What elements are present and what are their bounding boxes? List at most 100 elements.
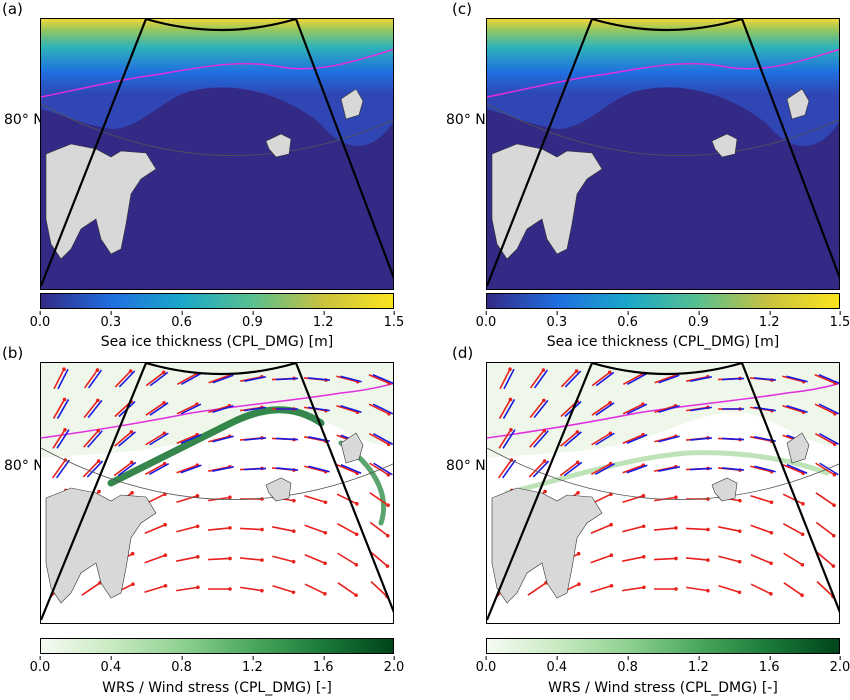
- wind-arrow-head: [291, 529, 296, 533]
- lat-label-c: 80° N: [446, 112, 486, 128]
- wind-arrow-head: [542, 398, 546, 403]
- wind-arrow-head: [129, 460, 134, 465]
- wind-arrow-head: [674, 526, 678, 530]
- wind-arrow-obs: [503, 368, 515, 390]
- panel-label-b: (b): [2, 344, 24, 362]
- wind-arrow-head: [385, 533, 390, 538]
- wind-arrow-head: [354, 532, 359, 537]
- wind-arrow-obs: [533, 369, 549, 389]
- wind-arrow: [560, 431, 578, 447]
- wind-arrow-obs: [118, 431, 136, 447]
- wind-arrow-obs: [595, 402, 615, 416]
- wind-arrow: [144, 554, 166, 564]
- wind-arrow-head: [541, 368, 546, 372]
- wind-arrow-head: [769, 500, 774, 505]
- wind-arrow-head: [706, 588, 710, 593]
- wind-arrow-obs: [149, 402, 169, 416]
- colorbar-tick-label: 1.5: [383, 311, 405, 330]
- franz-josef-land: [265, 133, 292, 158]
- wind-arrow: [686, 586, 708, 592]
- wind-arrow-head: [323, 591, 327, 596]
- wind-arrow-obs: [818, 433, 839, 445]
- colorbar-tick-label: 1.2: [242, 656, 263, 675]
- map-svg: [41, 19, 393, 289]
- wind-arrow-head: [323, 530, 328, 535]
- svalbard-landmass: [45, 143, 157, 260]
- wind-arrow-head: [95, 368, 100, 372]
- wind-arrow-head: [260, 558, 264, 562]
- wind-arrow-head: [354, 562, 359, 567]
- wind-arrow-obs: [819, 462, 839, 476]
- wind-arrow: [718, 555, 740, 563]
- wind-arrow: [528, 460, 546, 478]
- wind-arrow-head: [832, 472, 837, 477]
- ice-edge-contour: [487, 48, 839, 98]
- wind-arrow-head: [509, 427, 513, 432]
- wind-arrow-head: [641, 493, 646, 498]
- wind-arrow-obs: [563, 461, 583, 477]
- wind-arrow-obs: [533, 430, 549, 448]
- wind-arrow-head: [163, 583, 168, 588]
- map-panel-c: [486, 18, 840, 290]
- wind-arrow: [304, 553, 326, 565]
- wind-arrow-head: [195, 524, 200, 529]
- colorbar-label-ice-c: Sea ice thickness (CPL_DMG) [m]: [546, 334, 780, 350]
- colorbar-ticks-wrs-b: 0.0 0.4 0.8 1.2 1.6 2.0: [30, 656, 404, 680]
- wind-arrow: [815, 492, 835, 506]
- svalbard-landmass: [491, 487, 603, 604]
- colorbar-tick-label: 0.9: [688, 311, 709, 330]
- wind-arrow-head: [542, 459, 547, 463]
- wind-arrow: [83, 369, 99, 389]
- domain-boundary: [487, 19, 839, 287]
- wind-arrow: [368, 433, 390, 445]
- wind-arrow-head: [97, 489, 101, 494]
- wind-arrow-head: [131, 582, 135, 587]
- wind-arrow-obs: [244, 376, 266, 382]
- wind-arrow-obs: [595, 371, 615, 387]
- wind-arrow-head: [674, 556, 678, 561]
- wind-arrow-obs: [564, 370, 582, 388]
- colorbar-tick-label: 0.3: [100, 311, 122, 330]
- wind-arrow-obs: [55, 459, 71, 479]
- wind-arrow-obs: [658, 404, 680, 414]
- wind-arrow: [750, 553, 772, 565]
- wind-arrow-head: [508, 367, 512, 371]
- wind-arrow-head: [385, 564, 390, 568]
- wind-arrow-obs: [212, 466, 234, 472]
- wind-arrow: [527, 582, 547, 596]
- wind-arrow-head: [641, 524, 646, 529]
- wind-arrow: [176, 525, 198, 533]
- wind-arrow: [336, 493, 358, 505]
- wind-arrow-head: [260, 497, 264, 501]
- wind-arrow: [144, 463, 166, 475]
- wind-arrow: [114, 431, 132, 447]
- wind-arrow-head: [737, 529, 742, 533]
- wind-arrow-obs: [87, 399, 103, 419]
- wind-arrow-obs: [117, 461, 137, 477]
- colorbar-tick-label: 0.6: [617, 311, 638, 330]
- wind-arrow: [750, 583, 772, 595]
- wind-arrow: [591, 432, 611, 446]
- wind-arrow: [782, 463, 804, 475]
- wind-arrow-obs: [754, 465, 776, 473]
- wind-arrow: [718, 584, 740, 594]
- colorbar-tick-label: 0.3: [546, 311, 568, 330]
- wind-arrow-obs: [308, 406, 330, 412]
- wind-arrow-head: [608, 400, 612, 405]
- colorbar-wrs-d: [486, 638, 840, 654]
- colorbar-tick-label: 0.8: [171, 656, 192, 675]
- map-svg: [487, 19, 839, 289]
- wind-arrow: [176, 494, 198, 504]
- wind-arrow-head: [642, 585, 646, 590]
- wind-arrow-head: [769, 591, 773, 596]
- colorbar-ticks-wrs-d: 0.0 0.4 0.8 1.2 1.6 2.0: [476, 656, 850, 680]
- wind-arrow: [815, 521, 835, 537]
- colorbar-tick-label: 1.6: [312, 656, 334, 675]
- lat-label-b: 80° N: [4, 458, 44, 474]
- wind-arrow-obs: [721, 377, 745, 381]
- wind-arrow: [304, 494, 326, 504]
- wind-arrow: [590, 554, 612, 564]
- wind-arrow: [337, 552, 357, 566]
- wind-arrow: [81, 582, 101, 596]
- latitude-line-80n: [487, 103, 839, 156]
